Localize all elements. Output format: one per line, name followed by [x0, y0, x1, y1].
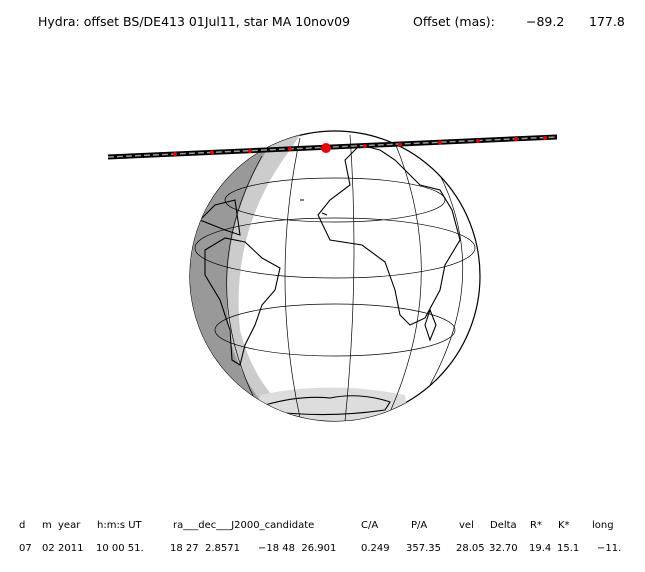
- column-header: K*: [558, 520, 570, 531]
- cell: 28.05: [456, 543, 485, 554]
- globe: [189, 130, 481, 422]
- cell: 2011: [58, 543, 83, 554]
- column-header: vel: [459, 520, 474, 531]
- cell: 18 27 2.8571: [170, 543, 240, 554]
- column-header: year: [58, 520, 81, 531]
- offset-label: Offset (mas):: [413, 14, 495, 29]
- cell: −11.: [597, 543, 621, 554]
- column-header: Delta: [490, 520, 517, 531]
- column-header: R*: [530, 520, 542, 531]
- shadow-path: [107, 134, 558, 160]
- cell: 357.35: [406, 543, 441, 554]
- column-header: h:m:s UT: [97, 520, 143, 531]
- title: Hydra: offset BS/DE413 01Jul11, star MA …: [38, 14, 350, 29]
- cell: 32.70: [489, 543, 518, 554]
- cell: 19.4: [529, 543, 551, 554]
- star-position: [321, 143, 331, 153]
- column-header: P/A: [411, 520, 427, 531]
- offset-value: 177.8: [589, 14, 625, 29]
- cell: 15.1: [557, 543, 579, 554]
- column-header: m: [42, 520, 52, 531]
- column-header: ra___dec___J2000_candidate: [173, 520, 314, 531]
- cell: 07: [19, 543, 32, 554]
- column-header: long: [592, 520, 614, 531]
- cell: 10 00 51.: [96, 543, 144, 554]
- cell: 0.249: [361, 543, 390, 554]
- cell: −18 48 26.901: [258, 543, 336, 554]
- offset-value: −89.2: [526, 14, 564, 29]
- cell: 02: [42, 543, 55, 554]
- column-header: C/A: [361, 520, 378, 531]
- column-header: d: [19, 520, 25, 531]
